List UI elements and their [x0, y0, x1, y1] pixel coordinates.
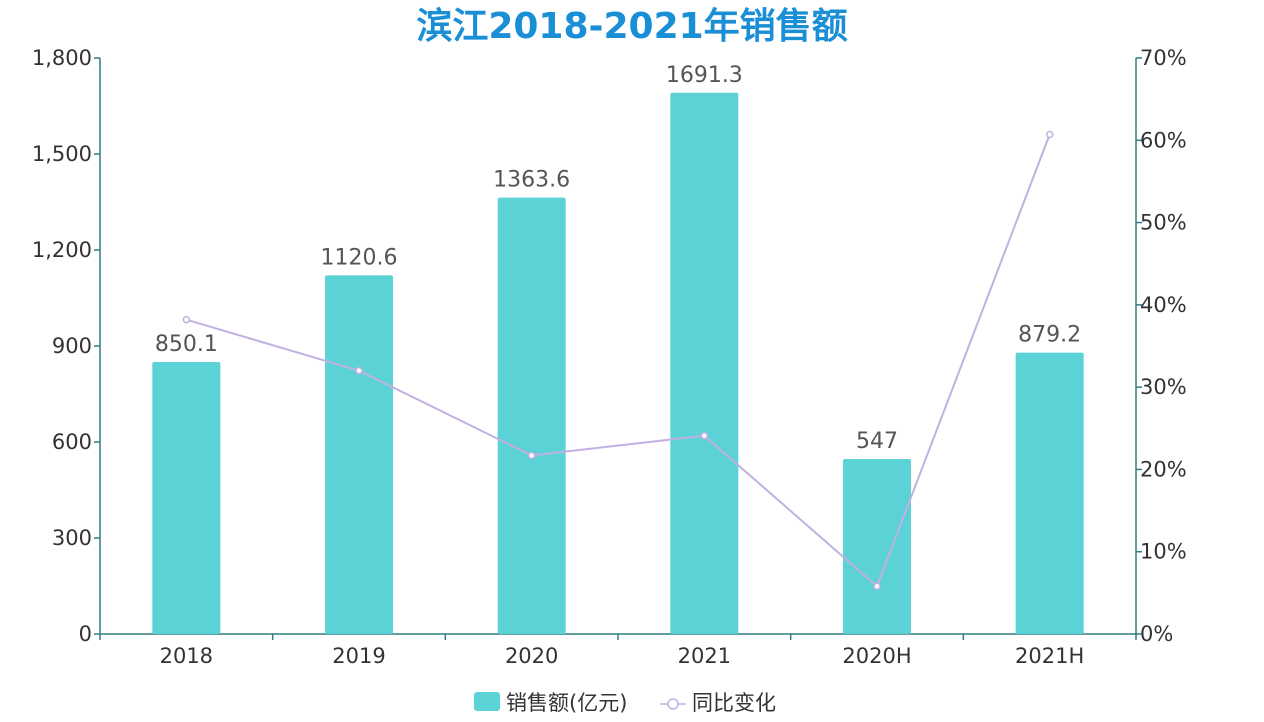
right-tick-label: 0%	[1140, 622, 1173, 646]
bar[interactable]	[670, 92, 739, 634]
bar-series	[152, 92, 1084, 634]
yoy-point[interactable]	[700, 431, 709, 440]
left-tick-label: 1,800	[32, 46, 92, 70]
bar[interactable]	[152, 361, 221, 634]
yoy-point[interactable]	[527, 451, 536, 460]
legend-line-label[interactable]: 同比变化	[692, 691, 776, 715]
yoy-point[interactable]	[873, 582, 881, 591]
right-tick-label: 50%	[1140, 211, 1187, 235]
yoy-point[interactable]	[1045, 130, 1054, 139]
bar-value-label: 547	[856, 429, 898, 454]
bar[interactable]	[1015, 352, 1084, 634]
line-series	[182, 130, 1054, 591]
chart-title: 滨江2018-2021年销售额	[416, 6, 847, 47]
right-tick-label: 30%	[1140, 375, 1187, 399]
right-tick-label: 20%	[1140, 457, 1187, 481]
bar[interactable]	[843, 458, 911, 634]
x-tick-label: 2019	[332, 644, 385, 668]
yoy-point[interactable]	[182, 315, 191, 324]
right-tick-label: 40%	[1140, 293, 1187, 317]
left-tick-label: 600	[52, 430, 92, 454]
yoy-line	[186, 134, 1051, 588]
x-tick-label: 2020	[505, 644, 558, 668]
bar-data-labels: 850.1 1120.6 1363.6 1691.3 547 879.2	[155, 63, 1081, 454]
x-axis-ticks: 2018 2019 2020 2021 2020H 2021H	[99, 634, 1137, 668]
legend: 销售额(亿元) 同比变化	[474, 691, 776, 715]
legend-bar-swatch[interactable]	[474, 692, 500, 711]
bar-value-label: 1120.6	[321, 245, 398, 270]
x-tick-label: 2020H	[842, 644, 911, 668]
bar[interactable]	[497, 197, 566, 634]
yoy-point[interactable]	[355, 366, 363, 375]
left-tick-label: 1,500	[32, 142, 92, 166]
bar[interactable]	[325, 275, 393, 634]
left-tick-label: 300	[52, 526, 92, 550]
left-tick-label: 1,200	[32, 238, 92, 262]
right-tick-label: 10%	[1140, 540, 1187, 564]
bar-value-label: 879.2	[1018, 323, 1081, 348]
legend-line-marker[interactable]	[667, 698, 679, 710]
bar-value-label: 850.1	[155, 332, 218, 357]
bar-value-label: 1363.6	[493, 168, 570, 193]
left-axis-ticks: 0 300 600 900 1,200 1,500 1,800	[32, 46, 100, 646]
left-tick-label: 900	[52, 334, 92, 358]
bar-value-label: 1691.3	[666, 63, 743, 88]
right-axis-ticks: 0% 10% 20% 30% 40% 50% 60% 70%	[1136, 46, 1187, 646]
x-tick-label: 2021	[678, 644, 731, 668]
right-tick-label: 60%	[1140, 128, 1187, 152]
right-tick-label: 70%	[1140, 46, 1187, 70]
left-tick-label: 0	[79, 622, 92, 646]
legend-bar-label[interactable]: 销售额(亿元)	[506, 691, 627, 715]
x-tick-label: 2018	[160, 644, 213, 668]
x-tick-label: 2021H	[1015, 644, 1084, 668]
